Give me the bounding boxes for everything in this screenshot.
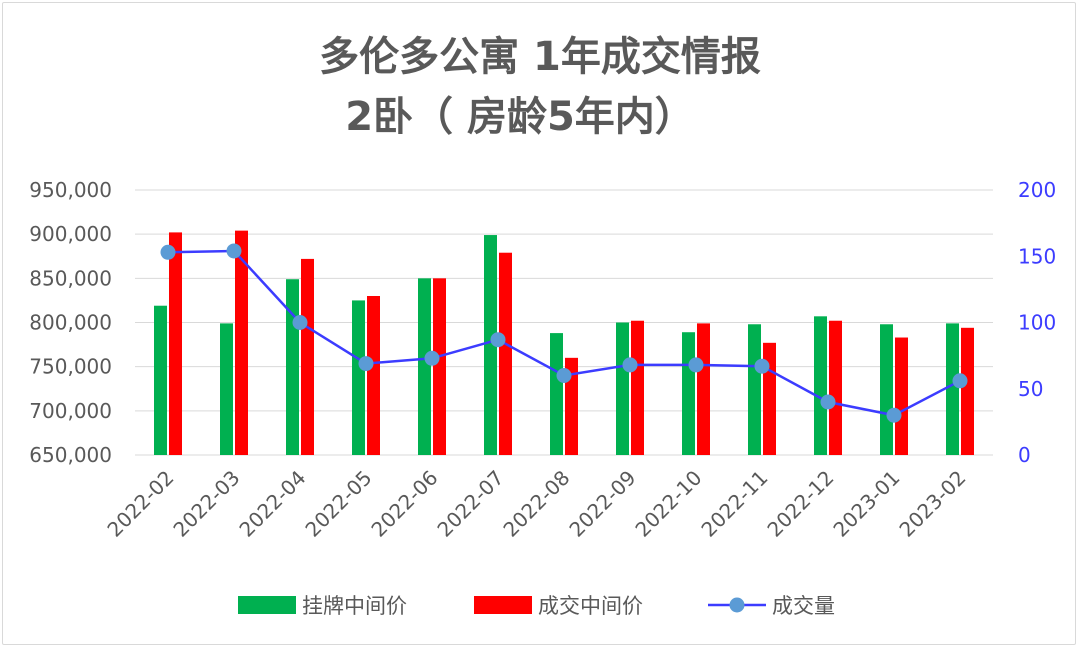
bar-sold-median	[169, 232, 182, 455]
volume-point	[754, 358, 770, 374]
volume-point	[226, 243, 242, 259]
volume-point	[292, 315, 308, 330]
y-left-tick-label: 650,000	[29, 443, 112, 467]
bar-listing-median	[748, 324, 761, 455]
x-tick-label: 2022-11	[696, 466, 772, 542]
y-left-tick-label: 850,000	[29, 266, 112, 290]
volume-point	[424, 350, 440, 366]
y-left-tick-label: 900,000	[29, 222, 112, 246]
x-tick-label: 2022-06	[366, 466, 442, 542]
y-left-tick-label: 950,000	[29, 178, 112, 202]
volume-point	[688, 357, 704, 373]
bar-listing-median	[154, 305, 167, 455]
bar-listing-median	[682, 332, 695, 455]
volume-point	[490, 332, 506, 348]
bar-sold-median	[367, 296, 380, 455]
bar-sold-median	[895, 337, 908, 455]
bar-listing-median	[484, 235, 497, 455]
volume-point	[358, 356, 374, 372]
bar-listing-median	[352, 300, 365, 455]
bar-sold-median	[631, 320, 644, 455]
y-right-tick-label: 0	[1018, 443, 1031, 467]
volume-point	[556, 368, 572, 383]
legend-swatch	[238, 596, 296, 614]
x-axis: 2022-022022-032022-042022-052022-062022-…	[102, 466, 970, 542]
volume-point	[622, 357, 638, 373]
y-right-tick-label: 200	[1018, 178, 1056, 202]
volume-point	[820, 394, 836, 410]
bar-listing-median	[286, 279, 299, 455]
x-tick-label: 2022-03	[168, 466, 244, 542]
volume-line-group	[160, 243, 968, 423]
legend-swatch	[474, 596, 532, 614]
x-tick-label: 2022-09	[564, 466, 640, 542]
y-axis-left: 650,000 700,000 750,000 800,000 850,000 900,0…	[29, 178, 112, 467]
bar-listing-median	[880, 324, 893, 455]
bar-listing-median	[220, 323, 233, 455]
volume-point	[886, 407, 902, 423]
x-tick-label: 2022-10	[630, 466, 706, 542]
bar-sold-median	[829, 320, 842, 455]
bar-sold-median	[961, 327, 974, 455]
bar-listing-median	[550, 333, 563, 455]
volume-point	[160, 244, 176, 260]
x-tick-label: 2022-07	[432, 466, 508, 542]
x-tick-label: 2022-12	[762, 466, 838, 542]
bars-group	[154, 230, 974, 455]
x-tick-label: 2022-08	[498, 466, 574, 542]
legend-label: 成交中间价	[538, 594, 643, 618]
bar-sold-median	[697, 323, 710, 455]
volume-point	[952, 373, 968, 389]
chart-title-line1: 多伦多公寓 1年成交情报	[319, 34, 761, 80]
y-right-tick-label: 100	[1018, 311, 1056, 335]
chart-title-line2: 2卧（ 房龄5年内）	[345, 94, 695, 140]
bar-sold-median	[433, 278, 446, 455]
bar-sold-median	[301, 258, 314, 455]
bar-sold-median	[499, 252, 512, 455]
y-left-tick-label: 800,000	[29, 311, 112, 335]
bar-listing-median	[946, 323, 959, 455]
bar-sold-median	[565, 357, 578, 455]
bar-listing-median	[616, 322, 629, 455]
x-tick-label: 2022-02	[102, 466, 178, 542]
legend: 挂牌中间价 成交中间价 成交量	[238, 594, 835, 618]
bar-sold-median	[235, 230, 248, 455]
legend-label: 成交量	[772, 594, 835, 618]
y-right-tick-label: 50	[1018, 377, 1043, 401]
y-right-tick-label: 150	[1018, 244, 1056, 268]
legend-label: 挂牌中间价	[302, 594, 407, 618]
y-left-tick-label: 700,000	[29, 399, 112, 423]
x-tick-label: 2023-02	[894, 466, 970, 542]
y-axis-right: 0 50 100 150 200	[1018, 178, 1056, 467]
y-left-tick-label: 750,000	[29, 355, 112, 379]
x-tick-label: 2022-05	[300, 466, 376, 542]
x-tick-label: 2023-01	[828, 466, 904, 542]
x-tick-label: 2022-04	[234, 466, 310, 542]
bar-listing-median	[814, 316, 827, 455]
legend-marker	[729, 597, 745, 613]
bar-listing-median	[418, 278, 431, 455]
gridlines	[135, 189, 993, 456]
